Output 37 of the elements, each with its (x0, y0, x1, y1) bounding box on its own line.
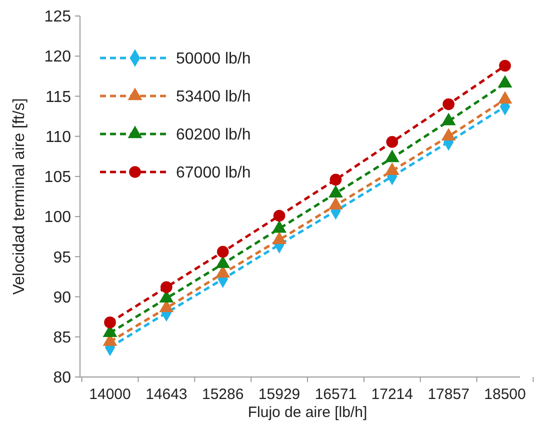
point (216, 256, 230, 268)
y-tick-label: 95 (53, 249, 72, 266)
x-tick-label: 17857 (428, 386, 470, 403)
point (216, 246, 229, 258)
point (328, 184, 343, 198)
x-tick-label: 18500 (484, 386, 526, 403)
x-tick-label: 17214 (371, 386, 413, 403)
y-tick-label: 105 (44, 169, 72, 186)
point (272, 231, 286, 244)
y-tick-label: 85 (53, 329, 72, 346)
x-tick-label: 14000 (89, 386, 131, 403)
y-tick-label: 100 (44, 209, 72, 226)
legend-label: 67000 lb/h (176, 164, 251, 182)
legend-label: 60200 lb/h (176, 126, 251, 144)
x-tick-label: 15929 (258, 386, 300, 403)
point (328, 197, 343, 210)
point (330, 174, 342, 186)
x-tick-label: 15286 (202, 386, 244, 403)
y-tick-label: 110 (45, 128, 72, 146)
point (384, 162, 400, 175)
y-tick-label: 115 (45, 88, 72, 106)
legend-label: 50000 lb/h (176, 50, 251, 68)
y-tick-label: 90 (53, 289, 72, 306)
point (386, 136, 398, 148)
y-tick-label: 125 (44, 8, 72, 26)
point (384, 150, 400, 162)
y-tick-label: 80 (53, 370, 72, 387)
x-tick-label: 14643 (146, 386, 188, 403)
point (442, 98, 454, 110)
y-axis-title: Velocidad terminal aire [ft/s] (11, 98, 28, 295)
legend-label: 53400 lb/h (176, 88, 251, 106)
point (273, 210, 286, 222)
x-tick-label: 16571 (314, 386, 357, 403)
y-tick-label: 120 (44, 48, 72, 66)
x-axis-title: Flujo de aire [lb/h] (248, 404, 368, 421)
point (499, 60, 511, 72)
point (272, 220, 286, 233)
